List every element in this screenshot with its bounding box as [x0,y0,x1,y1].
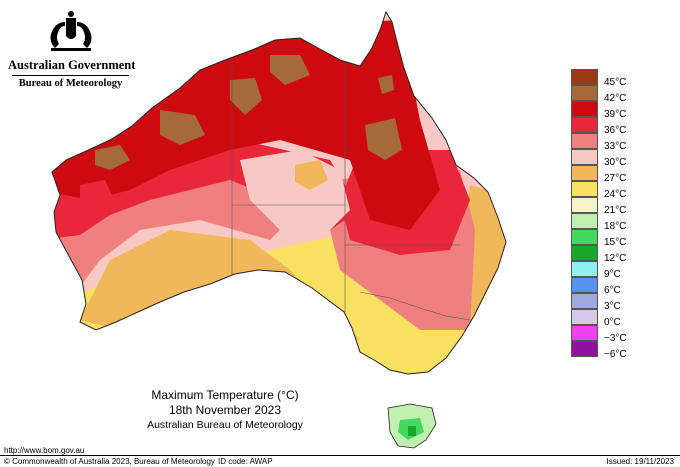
legend-swatch [571,117,598,133]
legend-label: 6°C [604,285,621,296]
copyright-notice: © Commonwealth of Australia 2023, Bureau… [4,457,215,466]
legend-item: 36°C [571,117,661,136]
logo-divider [12,75,129,76]
zone-42-kimberley-b [160,110,205,145]
legend-swatch [571,325,598,341]
legend-swatch [571,101,598,117]
legend-swatch [571,261,598,277]
legend-item: 0°C [571,309,661,328]
legend-label: 21°C [604,205,627,216]
legend-label: 3°C [604,301,621,312]
zone-42-kimberley-a [95,145,130,170]
legend-label: 36°C [604,125,627,136]
legend-label: 18°C [604,221,627,232]
legend-item: 33°C [571,133,661,152]
map-title-block: Maximum Temperature (°C) 18th November 2… [100,388,350,432]
id-code: ID code: AWAP [218,457,273,466]
legend-label: 42°C [604,93,627,104]
zone-42-qld [365,118,402,160]
website-url[interactable]: http://www.bom.gov.au [4,446,85,455]
legend-swatch [571,277,598,293]
bureau-name: Bureau of Meteorology [18,78,123,89]
legend-label: −3°C [604,333,627,344]
temperature-legend: 45°C 42°C 39°C 36°C 33°C 30°C 27°C 24°C 21°C 18°C… [571,69,661,360]
legend-swatch [571,293,598,309]
legend-swatch [571,181,598,197]
legend-item: 39°C [571,101,661,120]
government-name: Australian Government [8,58,136,72]
map-date: 18th November 2023 [168,403,282,417]
legend-item: 27°C [571,165,661,184]
legend-item: 3°C [571,293,661,312]
legend-swatch [571,165,598,181]
zone-42-capeyork [378,75,394,94]
mainland-outline [51,10,507,375]
legend-swatch [571,229,598,245]
legend-item: −3°C [571,325,661,344]
legend-item: 24°C [571,181,661,200]
tasmania [387,403,437,449]
map-title: Maximum Temperature (°C) [151,388,299,402]
legend-label: 12°C [604,253,627,264]
zone-36-wa [80,180,112,205]
legend-label: 39°C [604,109,627,120]
legend-item: 42°C [571,85,661,104]
legend-label: 30°C [604,157,627,168]
legend-swatch [571,85,598,101]
state-borders [231,60,471,321]
coat-of-arms-icon [50,11,91,51]
legend-label: 45°C [604,77,627,88]
legend-swatch [571,341,598,357]
legend-label: −6°C [604,349,627,360]
footer-divider [0,455,680,456]
legend-label: 33°C [604,141,627,152]
legend-swatch [571,133,598,149]
legend-swatch [571,309,598,325]
legend-item: 15°C [571,229,661,248]
legend-swatch [571,69,598,85]
issued-date: Issued: 19/11/2023 [606,457,674,466]
legend-label: 27°C [604,173,627,184]
legend-swatch [571,213,598,229]
legend-item: 21°C [571,197,661,216]
map-organisation: Australian Bureau of Meteorology [147,419,303,431]
legend-item: 45°C [571,69,661,88]
legend-swatch [571,149,598,165]
legend-label: 9°C [604,269,621,280]
zone-42-nt-b [270,55,310,85]
legend-item: 12°C [571,245,661,264]
legend-label: 0°C [604,317,621,328]
legend-item: 30°C [571,149,661,168]
legend-item: −6°C [571,341,661,360]
legend-item: 18°C [571,213,661,232]
zone-42-nt-a [230,78,262,115]
government-logo: Australian Government Bureau of Meteorol… [8,8,136,98]
legend-label: 24°C [604,189,627,200]
legend-item: 9°C [571,261,661,280]
legend-label: 15°C [604,237,627,248]
legend-swatch [571,197,598,213]
zone-27-pocket [295,160,328,190]
legend-swatch [571,245,598,261]
legend-item: 6°C [571,277,661,296]
